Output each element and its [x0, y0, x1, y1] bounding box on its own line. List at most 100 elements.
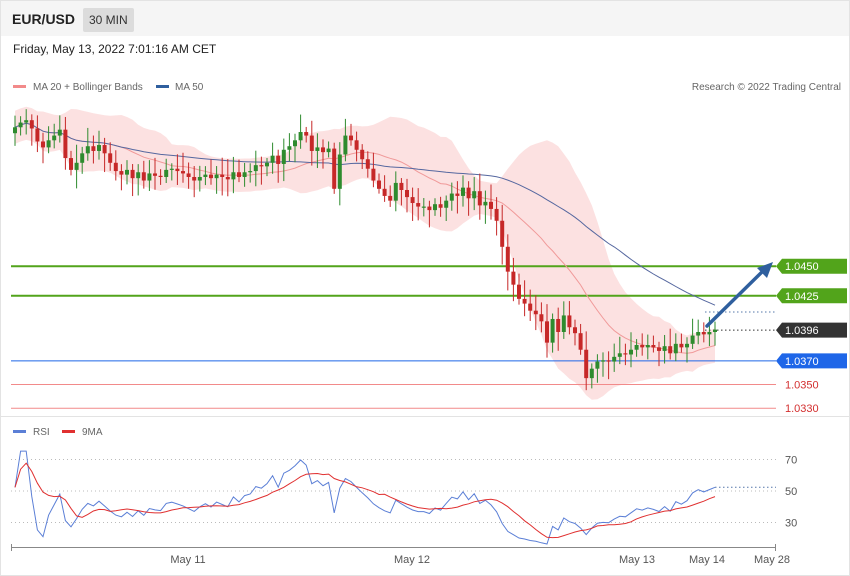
x-tick-label: May 12: [394, 554, 430, 566]
candle: [393, 171, 398, 212]
candle: [494, 197, 499, 236]
rsi-ma-line: [14, 462, 716, 539]
candle: [69, 150, 73, 176]
candle: [701, 322, 706, 343]
bollinger-band: [15, 106, 715, 400]
candle: [18, 116, 23, 136]
candle: [192, 166, 197, 198]
level-tag-1.0370: [776, 353, 847, 369]
candle: [539, 302, 544, 333]
candle: [561, 301, 566, 339]
candle: [623, 343, 628, 366]
candle: [438, 196, 443, 217]
candle: [315, 133, 320, 169]
candle: [410, 187, 415, 221]
candle: [113, 150, 118, 181]
level-label-1.0330: 1.0330: [785, 403, 819, 415]
candle: [483, 190, 488, 224]
rsi-legend-swatch: [13, 430, 26, 433]
level-label-1.0350: 1.0350: [785, 380, 819, 392]
candle: [214, 166, 219, 194]
candle: [662, 334, 667, 364]
candle: [433, 198, 437, 216]
candle: [371, 152, 376, 188]
candle: [337, 142, 342, 206]
candle: [13, 115, 17, 146]
candle: [35, 115, 40, 153]
candle: [517, 273, 521, 305]
candle: [97, 130, 101, 160]
candle: [298, 114, 303, 149]
candle: [248, 163, 253, 183]
candle: [91, 135, 96, 164]
candle: [349, 123, 353, 146]
candle: [46, 126, 51, 154]
candle: [573, 319, 577, 346]
level-tag-1.0396: [776, 322, 847, 338]
candle: [293, 133, 297, 163]
candle: [209, 159, 213, 185]
chart-header: EUR/USD 30 MIN: [1, 1, 849, 36]
candle: [696, 319, 701, 345]
level-label-1.0396: 1.0396: [785, 325, 819, 337]
candle: [455, 181, 460, 214]
candle: [584, 331, 589, 391]
candle: [360, 144, 365, 170]
candle: [533, 295, 538, 331]
candle: [427, 200, 432, 228]
candle: [186, 162, 191, 189]
candle: [203, 166, 208, 186]
candle: [158, 169, 163, 185]
candle: [673, 333, 678, 362]
candle: [332, 142, 337, 194]
candle: [175, 154, 180, 185]
candle: [220, 157, 225, 196]
timeframe-badge[interactable]: 30 MIN: [83, 8, 134, 32]
candle: [281, 138, 286, 182]
candle: [617, 336, 622, 365]
candle: [522, 280, 527, 317]
candle: [29, 114, 34, 146]
candle: [276, 149, 281, 183]
candle: [287, 133, 292, 162]
ma20-legend-swatch: [13, 85, 26, 88]
candle: [63, 116, 68, 170]
candle: [640, 333, 645, 356]
candle: [136, 164, 141, 196]
candle: [713, 321, 717, 346]
candle: [545, 304, 549, 358]
candle: [679, 333, 684, 353]
candle: [634, 339, 639, 357]
candle: [141, 160, 146, 189]
candle: [85, 127, 90, 161]
candle: [416, 188, 421, 221]
candle: [421, 198, 426, 217]
rsi-legend-label: RSI: [33, 427, 50, 438]
candle: [589, 363, 594, 389]
candle: [237, 159, 241, 183]
candle: [164, 158, 169, 184]
candle: [119, 164, 124, 191]
x-tick-label: May 28: [754, 554, 790, 566]
candle: [80, 146, 85, 174]
candle: [242, 162, 247, 187]
candle: [41, 132, 45, 164]
candle: [253, 150, 258, 187]
candle: [231, 156, 236, 194]
candle: [629, 332, 633, 368]
rsi-ma-legend-swatch: [62, 430, 75, 433]
candle: [444, 195, 449, 222]
candle: [477, 173, 482, 220]
symbol-title: EUR/USD: [12, 11, 76, 27]
candle: [326, 141, 331, 158]
candle: [528, 289, 533, 321]
candle: [197, 165, 202, 192]
candle: [550, 313, 555, 353]
level-label-1.0370: 1.0370: [785, 356, 819, 368]
candle: [651, 335, 656, 353]
candle: [181, 152, 185, 183]
candle: [606, 351, 611, 380]
candle: [24, 109, 29, 135]
